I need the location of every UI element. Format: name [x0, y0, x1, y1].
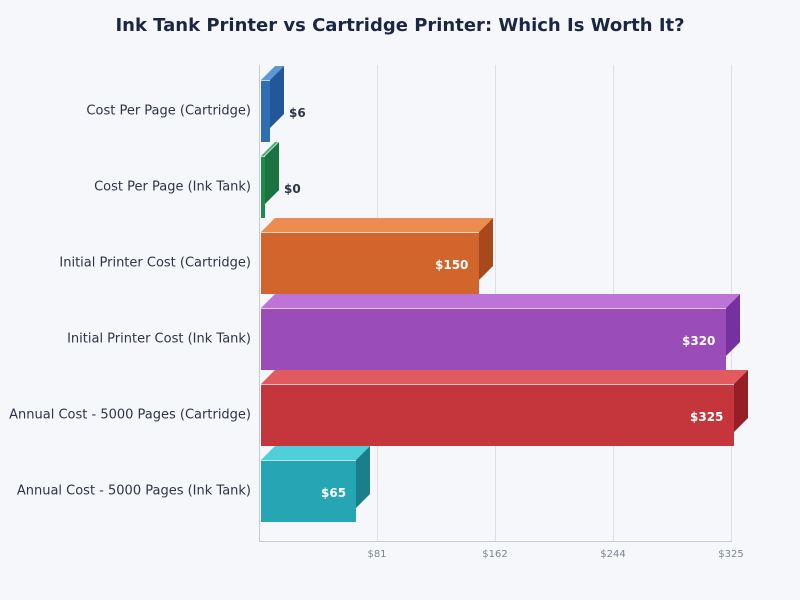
category-label: Annual Cost - 5000 Pages (Ink Tank)	[16, 483, 251, 499]
value-label: $0	[284, 182, 301, 196]
value-label: $320	[682, 334, 716, 348]
x-tick-label: $162	[482, 549, 508, 560]
value-label: $6	[289, 106, 306, 120]
x-tick-label: $244	[600, 549, 626, 560]
category-label: Initial Printer Cost (Ink Tank)	[67, 331, 251, 347]
value-label: $325	[690, 410, 724, 424]
x-tick-label: $81	[367, 549, 387, 560]
category-label: Cost Per Page (Ink Tank)	[94, 179, 251, 195]
value-label: $65	[321, 486, 347, 500]
y-axis-line	[259, 65, 260, 542]
x-tick-label: $325	[718, 549, 744, 560]
category-label: Initial Printer Cost (Cartridge)	[59, 255, 251, 271]
x-axis-line	[259, 541, 732, 542]
category-label: Annual Cost - 5000 Pages (Cartridge)	[9, 407, 251, 423]
category-label: Cost Per Page (Cartridge)	[86, 103, 251, 119]
chart-title: Ink Tank Printer vs Cartridge Printer: W…	[115, 15, 685, 36]
value-label: $150	[435, 258, 469, 272]
